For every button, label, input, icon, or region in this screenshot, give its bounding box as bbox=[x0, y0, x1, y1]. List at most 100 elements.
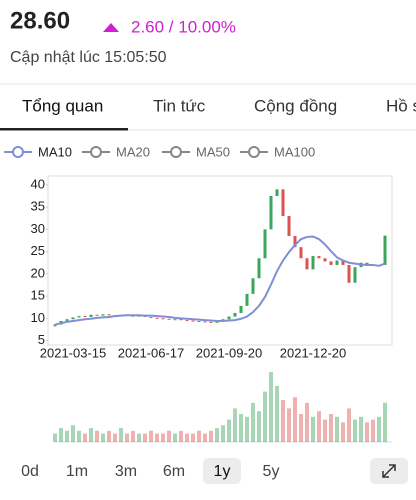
update-time: Cập nhật lúc 15:05:50 bbox=[10, 49, 167, 66]
price: 28.60 bbox=[10, 7, 70, 34]
candle bbox=[263, 229, 267, 259]
legend-label[interactable]: MA100 bbox=[274, 144, 315, 159]
candle bbox=[83, 316, 87, 318]
tab[interactable]: Tin tức bbox=[153, 96, 206, 115]
candle bbox=[365, 262, 369, 265]
volume-bar bbox=[143, 433, 147, 442]
volume-bar bbox=[293, 397, 297, 442]
candle bbox=[227, 316, 231, 320]
volume-bar bbox=[89, 428, 93, 442]
legend-label[interactable]: MA50 bbox=[196, 144, 230, 159]
volume-bar bbox=[167, 430, 171, 442]
up-arrow bbox=[103, 23, 119, 32]
volume-bar bbox=[227, 419, 231, 442]
volume-bar bbox=[179, 430, 183, 442]
candle bbox=[245, 293, 249, 306]
y-tick-label: 35 bbox=[31, 199, 45, 214]
volume-bar bbox=[299, 414, 303, 442]
volume-bar bbox=[209, 430, 213, 442]
volume-bar bbox=[377, 416, 381, 442]
candle bbox=[323, 258, 327, 262]
volume-bar bbox=[197, 430, 201, 442]
tab[interactable]: Cộng đồng bbox=[254, 96, 337, 115]
volume-bar bbox=[119, 428, 123, 442]
candle bbox=[65, 319, 69, 321]
candle bbox=[305, 258, 309, 270]
volume-bar bbox=[365, 422, 369, 442]
volume-bar bbox=[95, 430, 99, 442]
volume-bar bbox=[275, 386, 279, 442]
price-change: 2.60 / 10.00% bbox=[131, 17, 236, 36]
candle bbox=[317, 256, 321, 259]
y-tick-label: 40 bbox=[31, 176, 45, 191]
volume-bar bbox=[353, 419, 357, 442]
y-tick-label: 15 bbox=[31, 288, 45, 303]
legend-marker bbox=[90, 146, 102, 158]
period-button[interactable]: 6m bbox=[163, 463, 185, 480]
candle bbox=[95, 314, 99, 316]
volume-bar bbox=[335, 416, 339, 442]
x-tick-label: 2021-12-20 bbox=[280, 345, 347, 360]
legend-marker bbox=[248, 146, 260, 158]
candle bbox=[161, 318, 165, 320]
volume-bar bbox=[59, 428, 63, 442]
volume-bar bbox=[269, 372, 273, 442]
volume-bar bbox=[125, 433, 129, 442]
volume-bar bbox=[359, 416, 363, 442]
volume-bar bbox=[281, 400, 285, 442]
candle bbox=[209, 321, 213, 323]
period-button[interactable]: 1m bbox=[66, 463, 88, 480]
candle bbox=[335, 260, 339, 265]
volume-bar bbox=[311, 416, 315, 442]
volume-bar bbox=[185, 433, 189, 442]
legend-label[interactable]: MA10 bbox=[38, 144, 72, 159]
candle bbox=[281, 189, 285, 217]
volume-bar bbox=[347, 408, 351, 442]
tab-indicator bbox=[0, 128, 128, 131]
tab[interactable]: Hồ sơ bbox=[386, 96, 416, 115]
x-tick-label: 2021-06-17 bbox=[118, 345, 185, 360]
candle bbox=[275, 189, 279, 197]
volume-bar bbox=[83, 433, 87, 442]
candle bbox=[89, 314, 93, 317]
legend-marker bbox=[12, 146, 24, 158]
period-button[interactable]: 3m bbox=[115, 463, 137, 480]
candle bbox=[287, 216, 291, 237]
candle bbox=[107, 314, 111, 316]
candle bbox=[329, 261, 333, 265]
legend-label[interactable]: MA20 bbox=[116, 144, 150, 159]
candle bbox=[149, 316, 153, 318]
period-button[interactable]: 1y bbox=[214, 463, 231, 480]
candle bbox=[353, 267, 357, 283]
volume-bar bbox=[203, 433, 207, 442]
period-button[interactable]: 5y bbox=[263, 463, 280, 480]
candle bbox=[215, 321, 219, 323]
candle bbox=[293, 236, 297, 248]
volume-bar bbox=[383, 402, 387, 442]
candle bbox=[203, 321, 207, 323]
volume-bar bbox=[77, 430, 81, 442]
candle bbox=[155, 317, 159, 319]
candle bbox=[311, 256, 315, 270]
volume-bar bbox=[215, 428, 219, 442]
candle bbox=[299, 247, 303, 259]
volume-bar bbox=[341, 422, 345, 442]
candle bbox=[77, 316, 81, 318]
volume-bar bbox=[107, 430, 111, 442]
candle bbox=[251, 278, 255, 294]
volume-bar bbox=[317, 411, 321, 442]
tab[interactable]: Tổng quan bbox=[22, 96, 103, 115]
volume-bar bbox=[191, 433, 195, 442]
volume-bar bbox=[101, 433, 105, 442]
volume-bar bbox=[221, 425, 225, 442]
y-tick-label: 10 bbox=[31, 310, 45, 325]
volume-bar bbox=[113, 433, 117, 442]
volume-bar bbox=[71, 425, 75, 442]
y-tick-label: 25 bbox=[31, 243, 45, 258]
volume-bar bbox=[239, 414, 243, 442]
period-button[interactable]: 0d bbox=[21, 463, 39, 480]
x-tick-label: 2021-03-15 bbox=[40, 345, 107, 360]
volume-bar bbox=[263, 391, 267, 442]
volume-bar bbox=[257, 411, 261, 442]
y-tick-label: 30 bbox=[31, 221, 45, 236]
